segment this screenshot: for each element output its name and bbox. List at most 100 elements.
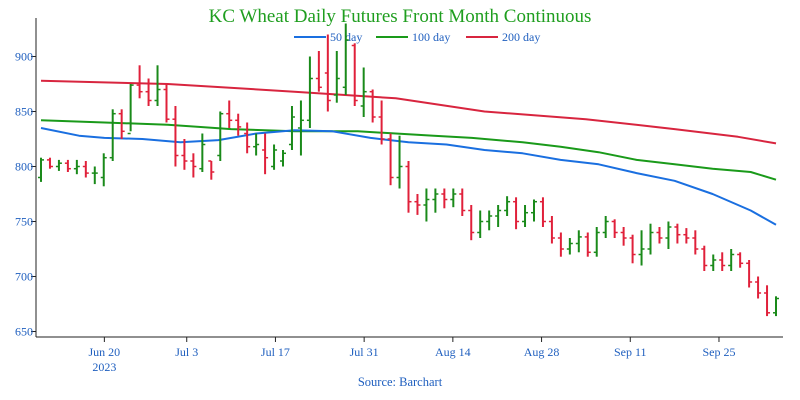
ohlc-bar — [566, 238, 573, 255]
ohlc-bar — [324, 34, 331, 112]
ohlc-bar — [226, 100, 233, 128]
ohlc-bar — [127, 84, 134, 135]
ohlc-bar — [315, 51, 322, 92]
chart-legend: 50 day 100 day 200 day — [294, 30, 540, 44]
ohlc-bars — [38, 23, 779, 317]
legend-label-100-day: 100 day — [412, 30, 450, 44]
ohlc-bar — [674, 223, 681, 244]
ohlc-bar — [719, 252, 726, 271]
ohlc-bar — [701, 245, 708, 271]
ohlc-bar — [477, 210, 484, 238]
ohlc-bar — [145, 78, 152, 106]
ohlc-bar — [172, 106, 179, 167]
ohlc-bar — [495, 205, 502, 227]
ohlc-bar — [539, 197, 546, 227]
x-tick-label: Sep 25 — [702, 345, 735, 359]
ohlc-bar — [333, 51, 340, 103]
ohlc-bar — [522, 205, 529, 227]
ohlc-bar — [82, 161, 89, 178]
ohlc-bar — [38, 157, 44, 182]
ohlc-bar — [575, 230, 582, 253]
ma-100-day-line — [40, 119, 777, 181]
ohlc-bar — [262, 133, 269, 175]
ohlc-bar — [468, 205, 475, 241]
ohlc-bar — [611, 219, 618, 238]
moving-average-lines — [40, 79, 777, 226]
ohlc-bar — [118, 109, 125, 139]
ohlc-bar — [297, 100, 304, 156]
ohlc-bar — [530, 199, 537, 222]
ma-200-day-line — [40, 79, 777, 145]
ohlc-bar — [764, 285, 771, 317]
chart-title: KC Wheat Daily Futures Front Month Conti… — [209, 6, 592, 27]
ohlc-bar — [244, 122, 251, 154]
ohlc-bar — [100, 153, 107, 187]
ohlc-bar — [55, 159, 62, 171]
ohlc-bar — [306, 56, 313, 128]
y-tick-label: 750 — [15, 215, 33, 229]
ohlc-bar — [450, 188, 457, 208]
ohlc-bar — [737, 252, 744, 268]
y-axis-ticks: 650 700 750 800 850 900 — [15, 50, 36, 339]
ohlc-bar — [91, 166, 98, 185]
ohlc-bar — [647, 223, 654, 255]
ohlc-bar — [342, 23, 349, 95]
ohlc-bar — [414, 194, 421, 215]
ohlc-bar — [217, 111, 224, 161]
y-tick-label: 700 — [15, 270, 33, 284]
y-tick-label: 650 — [15, 325, 33, 339]
x-tick-label: Aug 28 — [524, 345, 560, 359]
x-tick-label: Jul 17 — [261, 345, 290, 359]
x-tick-label: Jun 20 — [89, 345, 121, 359]
legend-label-200-day: 200 day — [502, 30, 540, 44]
ohlc-bar — [360, 67, 367, 117]
ohlc-bar — [405, 161, 412, 213]
ohlc-bar — [181, 139, 188, 170]
ohlc-bar — [692, 230, 699, 255]
ohlc-bar — [584, 232, 591, 257]
ohlc-bar — [665, 221, 672, 249]
ohlc-bar — [280, 150, 287, 167]
ohlc-bar — [441, 188, 448, 209]
x-tick-label: Jul 31 — [350, 345, 379, 359]
ohlc-bar — [288, 106, 295, 150]
ohlc-bar — [109, 109, 116, 161]
ohlc-bar — [235, 113, 242, 136]
ohlc-bar — [73, 159, 80, 175]
ohlc-bar — [629, 234, 636, 264]
source-note: Source: Barchart — [358, 375, 443, 389]
ohlc-bar — [154, 65, 161, 106]
ohlc-bar — [620, 227, 627, 246]
ohlc-bar — [602, 216, 609, 238]
ohlc-bar — [208, 160, 215, 180]
ohlc-bar — [773, 296, 779, 317]
ohlc-bar — [683, 228, 690, 244]
ohlc-bar — [271, 144, 278, 170]
ohlc-bar — [548, 216, 555, 244]
ohlc-bar — [378, 100, 385, 145]
y-tick-label: 850 — [15, 105, 33, 119]
ohlc-bar — [163, 84, 170, 123]
ohlc-bar — [199, 133, 206, 172]
ohlc-bar — [253, 133, 260, 156]
ohlc-bar — [396, 135, 403, 189]
ohlc-bar — [369, 89, 376, 123]
ohlc-bar — [423, 188, 430, 222]
ohlc-bar — [638, 230, 645, 266]
ohlc-bar — [136, 65, 143, 99]
x-tick-label: Aug 14 — [435, 345, 471, 359]
y-tick-label: 900 — [15, 50, 33, 64]
y-tick-label: 800 — [15, 160, 33, 174]
ohlc-bar — [504, 196, 511, 216]
ohlc-bar — [728, 249, 735, 271]
ma-50-day-line — [40, 127, 777, 226]
ohlc-bar — [432, 188, 439, 213]
x-tick-year-label: 2023 — [92, 360, 116, 374]
ohlc-bar — [190, 153, 197, 178]
ohlc-bar — [459, 188, 466, 216]
ohlc-bar — [351, 43, 358, 106]
ohlc-bar — [710, 254, 717, 271]
ohlc-bar — [755, 276, 762, 299]
ohlc-bar — [593, 227, 600, 257]
